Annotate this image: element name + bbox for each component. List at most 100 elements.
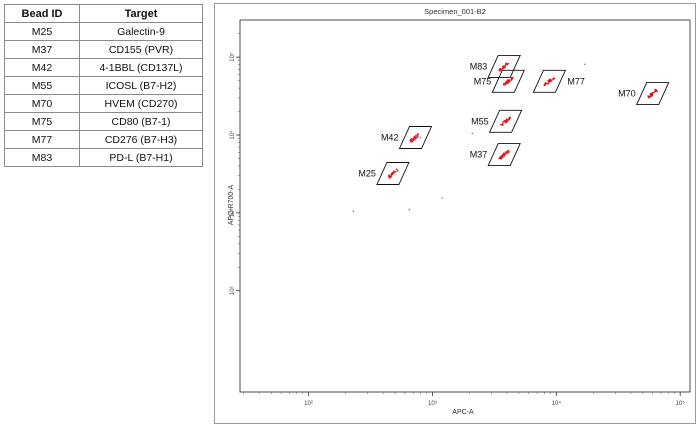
event-point [504, 81, 507, 84]
y-tick-label: 10⁵ [229, 52, 236, 62]
gate-polygon[interactable] [488, 109, 523, 133]
stray-events-layer [352, 63, 586, 212]
event-point [502, 120, 505, 123]
event-point [548, 78, 551, 81]
x-tick-label: 10² [304, 401, 313, 407]
y-tick-label: 10² [230, 286, 236, 295]
event-point [416, 135, 419, 137]
event-point [543, 83, 546, 86]
stray-event-point [471, 132, 474, 135]
event-point [651, 94, 654, 97]
table-row: M83 PD-L (B7-H1) [4, 148, 203, 167]
population-m25: M25 [358, 162, 410, 185]
gate-polygon[interactable] [487, 54, 521, 78]
target-cell: CD276 (B7-H3) [79, 130, 203, 149]
stray-event-point [584, 63, 586, 65]
stray-event-point [419, 136, 422, 139]
event-point [550, 79, 553, 82]
event-point [415, 134, 417, 137]
population-m37: M37 [470, 143, 521, 167]
event-point [396, 169, 399, 172]
target-cell: ICOSL (B7-H2) [79, 76, 203, 95]
gate-label: M42 [381, 132, 399, 142]
event-point [500, 123, 502, 126]
population-m75: M75 [474, 69, 525, 93]
event-point [649, 95, 652, 97]
target-cell: CD80 (B7-1) [79, 112, 203, 131]
event-point [647, 95, 650, 98]
y-axis-label: APC-R700-A [228, 184, 235, 225]
stray-event-point [408, 208, 410, 211]
x-tick-label: 10⁴ [552, 400, 562, 407]
axes-layer: 10² 10³ 10⁴ 10⁵ 10² 10³ 10⁴ 10⁵ [229, 19, 691, 407]
event-point [510, 78, 513, 80]
gate-polygon[interactable] [376, 162, 410, 185]
stray-event-point [441, 197, 443, 199]
table-row: M75 CD80 (B7-1) [4, 112, 203, 131]
event-point [506, 82, 509, 85]
event-point [504, 152, 506, 155]
event-point [416, 133, 419, 136]
event-point [394, 170, 397, 173]
gate-label: M75 [474, 76, 492, 86]
gate-polygon[interactable] [398, 126, 433, 149]
populations-layer: M25 M37 M42 M55 M70 M75 M77 M83 [358, 54, 670, 185]
target-cell: PD-L (B7-H1) [79, 148, 203, 167]
bead-id-cell: M75 [4, 112, 80, 131]
event-point [501, 156, 504, 159]
event-point [502, 66, 505, 68]
event-point [552, 78, 554, 80]
event-point [500, 155, 503, 158]
table-row: M55 ICOSL (B7-H2) [4, 76, 203, 95]
gate-label: M77 [567, 76, 585, 86]
population-m77: M77 [532, 69, 585, 93]
event-point [503, 154, 506, 157]
event-point [391, 172, 394, 175]
gate-polygon[interactable] [532, 69, 567, 93]
gate-polygon[interactable] [487, 143, 521, 167]
event-point [505, 63, 507, 66]
event-point [498, 157, 501, 160]
bead-target-table: Bead ID Target M25 Galectin-9 M37 CD155 (PV… [4, 4, 203, 167]
population-m83: M83 [470, 54, 521, 78]
gate-polygon[interactable] [636, 82, 670, 106]
event-point [505, 121, 508, 124]
event-point [388, 176, 391, 179]
x-axis-label: APC-A [452, 409, 474, 416]
table-row: M77 CD276 (B7-H3) [4, 130, 203, 149]
plot-title: Specimen_001-B2 [424, 7, 486, 16]
event-point [501, 124, 504, 127]
event-point [649, 93, 652, 96]
x-tick-label: 10⁵ [676, 400, 686, 407]
event-point [656, 90, 658, 93]
gate-label: M55 [471, 116, 489, 126]
event-point [390, 175, 392, 178]
event-point [395, 168, 398, 171]
table-row: M37 CD155 (PVR) [4, 40, 203, 59]
event-point [502, 83, 505, 86]
event-point [413, 138, 416, 141]
table-row: M70 HVEM (CD270) [4, 94, 203, 113]
stray-event-point [352, 210, 355, 212]
gate-label: M83 [470, 61, 488, 71]
y-tick-label: 10³ [230, 209, 236, 218]
population-m55: M55 [471, 109, 523, 133]
plot-area-border [239, 19, 691, 393]
x-tick-label: 10³ [428, 401, 437, 407]
gate-label: M37 [470, 150, 488, 160]
event-point [548, 80, 551, 83]
event-point [651, 92, 654, 94]
gate-polygon[interactable] [491, 69, 525, 93]
event-point [506, 150, 509, 152]
event-point [509, 116, 511, 119]
event-point [499, 69, 502, 72]
event-point [507, 79, 509, 81]
y-tick-label: 10⁴ [229, 130, 236, 140]
gate-label: M70 [618, 89, 636, 99]
plot-frame [214, 3, 696, 424]
population-m70: M70 [618, 82, 670, 106]
event-point [500, 157, 503, 160]
event-point [507, 150, 510, 153]
gate-label: M25 [358, 169, 376, 179]
